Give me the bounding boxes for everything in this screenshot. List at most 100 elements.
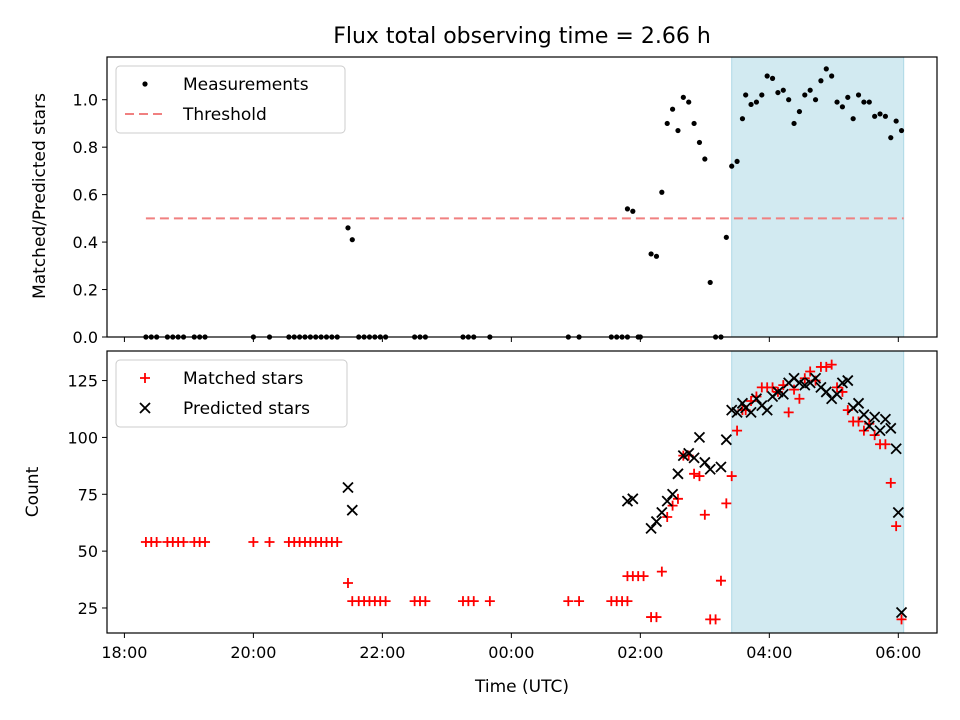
predicted-star-point bbox=[672, 468, 684, 480]
matched-star-point bbox=[732, 425, 743, 436]
measurement-point bbox=[861, 99, 867, 105]
measurement-point bbox=[659, 189, 665, 195]
matched-star-point bbox=[622, 596, 633, 607]
bottom-legend bbox=[115, 359, 348, 428]
measurement-point bbox=[686, 99, 692, 105]
measurement-point bbox=[349, 237, 355, 243]
predicted-star-point bbox=[645, 522, 657, 535]
predicted-star-point bbox=[777, 388, 789, 400]
predicted-star-point bbox=[895, 606, 908, 619]
matched-star-point bbox=[794, 393, 805, 404]
top-y-tick-label: 1.0 bbox=[73, 91, 98, 110]
predicted-star-point bbox=[661, 495, 673, 507]
measurement-point bbox=[702, 156, 708, 162]
matched-star-point bbox=[332, 537, 343, 548]
measurement-point bbox=[780, 87, 786, 93]
measurement-point bbox=[839, 104, 846, 110]
matched-star-point bbox=[721, 498, 732, 509]
measurement-point bbox=[653, 253, 660, 259]
bottom-y-axis-label: Count bbox=[23, 466, 43, 517]
measurement-point bbox=[791, 120, 797, 127]
x-tick-label: 06:00 bbox=[875, 643, 921, 662]
matched-star-point bbox=[885, 477, 896, 488]
measurement-point bbox=[855, 92, 862, 98]
measurement-point bbox=[680, 94, 686, 100]
x-tick-label: 04:00 bbox=[746, 643, 792, 662]
matched-star-point bbox=[880, 439, 891, 450]
top-y-tick-label: 0.2 bbox=[73, 281, 98, 300]
bottom-y-tick-label: 75 bbox=[78, 485, 98, 504]
predicted-star-point bbox=[704, 463, 716, 475]
matched-star-point bbox=[710, 614, 721, 625]
predicted-star-point bbox=[346, 504, 358, 516]
matched-star-point bbox=[342, 577, 353, 588]
measurement-point bbox=[648, 251, 654, 257]
predicted-star-point bbox=[879, 413, 892, 425]
predicted-star-point bbox=[831, 388, 843, 400]
bottom-panel: 25 50 75 100 125 18:00 20:00 22:00 00:00 02:00 04:… bbox=[67, 350, 938, 662]
bottom-y-tick-label: 25 bbox=[78, 599, 98, 618]
bottom-y-tick-label: 100 bbox=[67, 428, 98, 447]
bottom-y-tick-label: 125 bbox=[67, 372, 98, 391]
predicted-star-point bbox=[820, 386, 832, 398]
measurement-point bbox=[775, 89, 781, 96]
predicted-star-point bbox=[858, 409, 870, 421]
measurement-point bbox=[743, 92, 749, 98]
matched-star-point bbox=[821, 361, 832, 372]
matched-star-point bbox=[689, 468, 700, 479]
measurement-point bbox=[882, 113, 889, 119]
predicted-star-point bbox=[720, 434, 732, 446]
measurement-point bbox=[866, 99, 872, 105]
bottom-axes-frame bbox=[106, 350, 938, 634]
matched-star-point bbox=[694, 471, 705, 482]
predicted-star-point bbox=[688, 452, 700, 464]
matched-star-point bbox=[783, 407, 794, 418]
measurement-point bbox=[630, 208, 636, 214]
measurement-point bbox=[734, 158, 740, 165]
predicted-star-point bbox=[693, 431, 706, 444]
measurement-point bbox=[691, 120, 697, 127]
matched-star-point bbox=[726, 471, 737, 482]
matched-star-point bbox=[805, 366, 816, 377]
measurement-point bbox=[729, 163, 735, 169]
predicted-star-point bbox=[852, 397, 865, 409]
x-tick-label: 20:00 bbox=[230, 643, 276, 662]
measurement-point bbox=[753, 99, 760, 105]
predicted-star-point bbox=[656, 506, 668, 519]
top-y-tick-label: 0.4 bbox=[73, 233, 98, 252]
matched-star-point bbox=[638, 571, 649, 582]
matched-star-point bbox=[574, 596, 585, 607]
predicted-star-point bbox=[745, 406, 757, 419]
matched-star-point bbox=[264, 537, 275, 548]
matched-star-point bbox=[420, 596, 431, 607]
legend-matched-swatch bbox=[140, 373, 150, 383]
matched-star-point bbox=[178, 537, 189, 548]
measurement-point bbox=[877, 111, 883, 117]
predicted-star-point bbox=[699, 456, 711, 469]
measurement-point bbox=[888, 135, 894, 141]
measurement-point bbox=[823, 66, 829, 72]
measurement-point bbox=[796, 108, 803, 115]
matched-star-point bbox=[853, 416, 864, 427]
matched-star-point bbox=[151, 537, 162, 548]
matched-star-point bbox=[715, 575, 726, 586]
measurement-point bbox=[696, 139, 703, 146]
x-tick-label: 00:00 bbox=[488, 643, 534, 662]
chart-title: Flux total observing time = 2.66 h bbox=[333, 24, 711, 49]
measurement-point bbox=[818, 78, 824, 84]
matched-star-point bbox=[563, 596, 574, 607]
x-tick-label: 02:00 bbox=[617, 643, 663, 662]
top-y-tick-label: 0.8 bbox=[73, 138, 98, 157]
predicted-star-point bbox=[874, 424, 886, 437]
top-legend bbox=[115, 65, 346, 134]
matched-star-point bbox=[896, 614, 907, 625]
legend-label: Predicted stars bbox=[183, 399, 310, 419]
measurement-point bbox=[764, 73, 770, 79]
measurement-point bbox=[807, 87, 813, 93]
measurement-point bbox=[748, 101, 754, 108]
measurement-point bbox=[624, 206, 631, 212]
bottom-y-tick-label: 50 bbox=[78, 542, 98, 561]
matched-star-point bbox=[891, 521, 902, 532]
measurement-point bbox=[675, 127, 681, 134]
